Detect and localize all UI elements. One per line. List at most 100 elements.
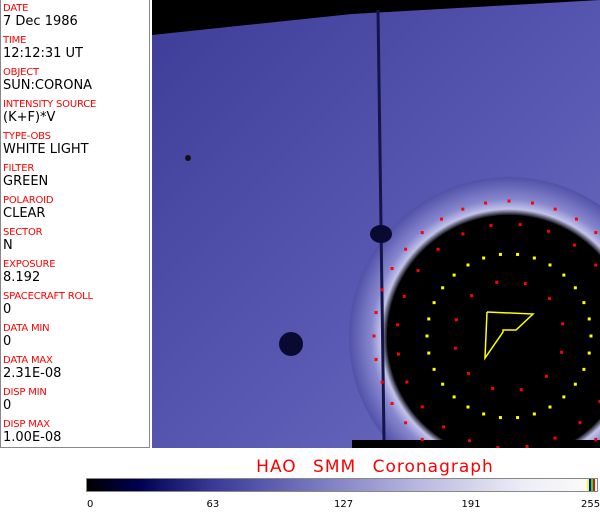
field-object: OBJECT SUN:CORONA bbox=[3, 67, 92, 93]
field-label: DISP MIN bbox=[3, 387, 47, 398]
field-value: 2.31E-08 bbox=[3, 366, 62, 381]
marker-point bbox=[594, 437, 598, 441]
marker-point bbox=[582, 301, 586, 305]
colorbar-end-swatch bbox=[587, 479, 589, 491]
marker-point bbox=[390, 267, 394, 270]
marker-point bbox=[518, 223, 522, 227]
colorbar-end-swatch bbox=[593, 479, 595, 491]
colorbar-tick-label: 255 bbox=[581, 499, 600, 510]
field-type-obs: TYPE-OBS WHITE LIGHT bbox=[3, 131, 89, 157]
field-label: DATA MAX bbox=[3, 355, 53, 366]
marker-point bbox=[441, 382, 445, 386]
marker-point bbox=[525, 445, 529, 448]
field-sector: SECTOR N bbox=[3, 227, 43, 253]
colorbar-end-swatch bbox=[591, 479, 593, 491]
marker-point bbox=[461, 207, 465, 211]
marker-point bbox=[467, 371, 471, 375]
marker-point bbox=[402, 294, 406, 298]
field-disp-max: DISP MAX 1.00E-08 bbox=[3, 419, 61, 445]
field-time: TIME 12:12:31 UT bbox=[3, 35, 83, 61]
marker-point bbox=[404, 421, 408, 425]
field-value: 8.192 bbox=[3, 270, 41, 285]
marker-point bbox=[390, 402, 394, 405]
marker-point bbox=[432, 301, 436, 305]
field-label: OBJECT bbox=[3, 67, 39, 78]
marker-point bbox=[544, 374, 548, 378]
field-disp-min: DISP MIN 0 bbox=[3, 387, 47, 413]
marker-point bbox=[578, 421, 582, 425]
marker-point bbox=[582, 367, 586, 371]
roi-triangle[interactable] bbox=[484, 311, 535, 361]
marker-point bbox=[587, 351, 591, 355]
field-label: TIME bbox=[3, 35, 27, 46]
marker-point bbox=[553, 436, 557, 440]
marker-point bbox=[561, 322, 565, 326]
colorbar-end-colors bbox=[587, 479, 595, 491]
marker-point bbox=[484, 201, 488, 205]
marker-point bbox=[452, 273, 456, 277]
marker-point bbox=[374, 311, 378, 315]
field-label: DATE bbox=[3, 3, 29, 14]
field-value: 0 bbox=[3, 302, 12, 317]
marker-point bbox=[532, 412, 536, 416]
marker-point bbox=[516, 252, 520, 256]
coronagraph-image[interactable] bbox=[152, 0, 600, 448]
marker-point bbox=[452, 395, 456, 399]
marker-point bbox=[467, 439, 471, 443]
marker-point bbox=[416, 269, 420, 273]
marker-point bbox=[420, 437, 424, 441]
marker-point bbox=[548, 263, 552, 267]
marker-point bbox=[553, 207, 557, 211]
field-value: 1.00E-08 bbox=[3, 430, 62, 445]
marker-point bbox=[482, 412, 486, 416]
marker-point bbox=[498, 252, 502, 256]
field-value: (K+F)*V bbox=[3, 110, 56, 125]
marker-point bbox=[432, 367, 436, 371]
field-polaroid: POLAROID CLEAR bbox=[3, 195, 54, 221]
marker-point bbox=[454, 318, 458, 322]
field-filter: FILTER GREEN bbox=[3, 163, 48, 189]
field-label: EXPOSURE bbox=[3, 259, 56, 270]
marker-point bbox=[372, 334, 376, 338]
marker-point bbox=[594, 263, 598, 267]
marker-point bbox=[466, 405, 470, 409]
marker-point bbox=[495, 280, 499, 284]
marker-point bbox=[573, 286, 577, 290]
instrument-title: HAO SMM Coronagraph bbox=[256, 457, 494, 477]
marker-point bbox=[436, 247, 440, 251]
field-date: DATE 7 Dec 1986 bbox=[3, 3, 78, 29]
marker-point bbox=[425, 334, 429, 338]
marker-point bbox=[427, 351, 431, 355]
marker-point bbox=[587, 317, 591, 321]
marker-point bbox=[441, 286, 445, 290]
marker-point bbox=[547, 297, 551, 301]
colorbar-tick-label: 63 bbox=[206, 499, 220, 510]
marker-overlay bbox=[372, 199, 600, 448]
field-value: WHITE LIGHT bbox=[3, 142, 89, 157]
marker-point bbox=[548, 405, 552, 409]
colorbar[interactable] bbox=[86, 478, 598, 492]
marker-point bbox=[482, 256, 486, 260]
colorbar-tick-label: 0 bbox=[87, 499, 94, 510]
marker-point bbox=[547, 229, 551, 233]
marker-point bbox=[405, 380, 409, 384]
field-data-max: DATA MAX 2.31E-08 bbox=[3, 355, 61, 381]
marker-point bbox=[498, 416, 502, 420]
field-label: DISP MAX bbox=[3, 419, 50, 430]
marker-point bbox=[380, 288, 384, 292]
field-value: GREEN bbox=[3, 174, 49, 189]
header-info-panel: DATE 7 Dec 1986 TIME 12:12:31 UT OBJECT SUN:C… bbox=[0, 0, 150, 448]
colorbar-tick-label: 127 bbox=[334, 499, 354, 510]
field-label: SECTOR bbox=[3, 227, 43, 238]
marker-point bbox=[530, 201, 534, 205]
marker-point bbox=[491, 387, 495, 391]
marker-point bbox=[507, 199, 511, 203]
marker-point bbox=[374, 357, 378, 361]
marker-point bbox=[427, 317, 431, 321]
field-value: 7 Dec 1986 bbox=[3, 14, 78, 29]
marker-point bbox=[496, 445, 500, 448]
field-value: CLEAR bbox=[3, 206, 46, 221]
colorbar-tick-label: 191 bbox=[461, 499, 481, 510]
field-label: POLAROID bbox=[3, 195, 54, 206]
field-value: 12:12:31 UT bbox=[3, 46, 83, 61]
